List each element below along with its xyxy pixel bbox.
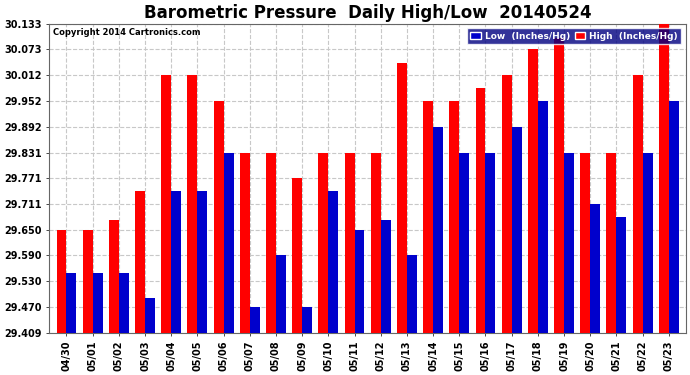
Bar [292,178,302,333]
Bar [433,126,443,333]
Bar [475,88,486,333]
Bar [92,273,103,333]
Bar [328,190,338,333]
Bar [460,153,469,333]
Bar [659,24,669,333]
Bar [590,204,600,333]
Bar [318,153,328,333]
Bar [642,153,653,333]
Bar [371,153,381,333]
Bar [66,273,77,333]
Bar [161,75,171,333]
Bar [188,75,197,333]
Bar [512,126,522,333]
Bar [407,255,417,333]
Bar [355,230,364,333]
Bar [528,50,538,333]
Bar [171,190,181,333]
Bar [266,153,276,333]
Bar [580,153,590,333]
Bar [57,230,66,333]
Bar [554,38,564,333]
Bar [381,220,391,333]
Bar [197,190,208,333]
Bar [344,153,355,333]
Bar [423,101,433,333]
Bar [669,101,679,333]
Bar [214,101,224,333]
Bar [633,75,642,333]
Bar [397,63,407,333]
Bar [607,153,616,333]
Bar [302,306,312,333]
Bar [502,75,512,333]
Bar [224,153,233,333]
Bar [276,255,286,333]
Bar [616,217,627,333]
Bar [240,153,250,333]
Title: Barometric Pressure  Daily High/Low  20140524: Barometric Pressure Daily High/Low 20140… [144,4,591,22]
Bar [538,101,548,333]
Bar [109,220,119,333]
Bar [135,190,145,333]
Bar [119,273,129,333]
Bar [486,153,495,333]
Bar [449,101,460,333]
Legend: Low  (Inches/Hg), High  (Inches/Hg): Low (Inches/Hg), High (Inches/Hg) [467,28,681,45]
Bar [250,306,259,333]
Bar [83,230,92,333]
Bar [564,153,574,333]
Bar [145,298,155,333]
Text: Copyright 2014 Cartronics.com: Copyright 2014 Cartronics.com [52,28,200,38]
